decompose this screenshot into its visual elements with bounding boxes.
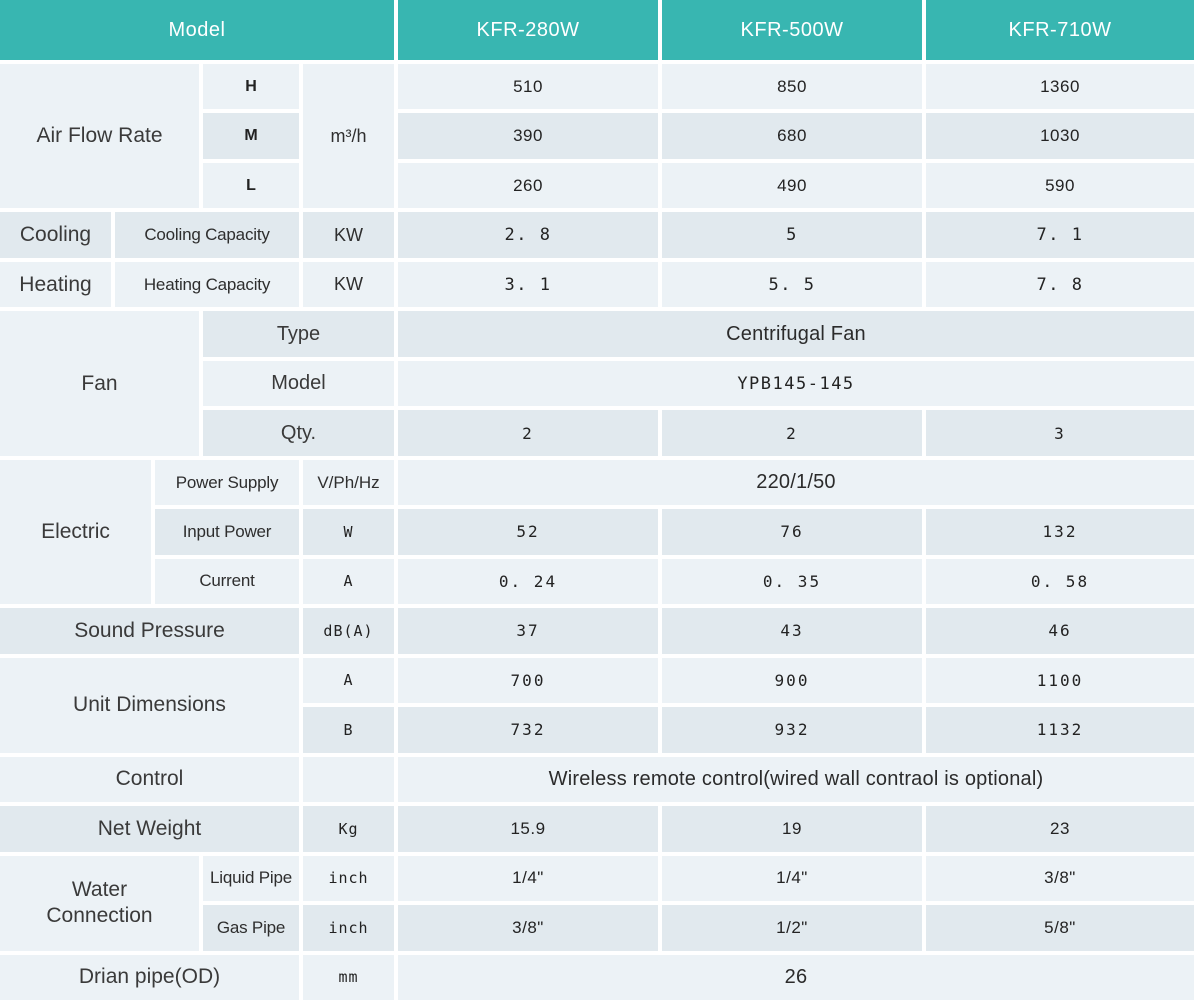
column-header-kfr-280w: KFR-280W [398,0,658,60]
cooling-unit: KW [303,212,394,258]
water-connection-label: Water Connection [0,855,199,951]
air-flow-h-label: H [203,64,299,110]
air-flow-h-value-3: 1360 [926,64,1194,110]
dimension-a-value-3: 1100 [926,657,1194,704]
power-supply-value: 220/1/50 [398,459,1194,506]
current-value-3: 0. 58 [926,558,1194,605]
fan-type-label: Type [203,311,394,357]
fan-label: Fan [0,311,199,456]
sound-pressure-unit: dB(A) [303,608,394,654]
gas-pipe-value-1: 3/8" [398,905,658,951]
net-weight-value-1: 15.9 [398,806,658,852]
gas-pipe-value-2: 1/2" [662,905,922,951]
input-power-label: Input Power [155,509,299,555]
fan-qty-value-2: 2 [662,410,922,456]
current-value-2: 0. 35 [662,558,922,605]
air-flow-rate-label: Air Flow Rate [0,64,199,209]
input-power-value-3: 132 [926,509,1194,555]
drain-pipe-unit: mm [303,954,394,1000]
sound-pressure-value-1: 37 [398,608,658,654]
liquid-pipe-value-2: 1/4" [662,855,922,902]
air-flow-l-value-1: 260 [398,162,658,209]
sound-pressure-value-2: 43 [662,608,922,654]
power-supply-unit: V/Ph/Hz [303,459,394,506]
heating-value-2: 5. 5 [662,261,922,308]
input-power-value-2: 76 [662,509,922,555]
air-flow-l-value-2: 490 [662,162,922,209]
fan-qty-label: Qty. [203,410,394,456]
sound-pressure-value-3: 46 [926,608,1194,654]
air-flow-m-value-3: 1030 [926,113,1194,159]
heating-value-1: 3. 1 [398,261,658,308]
heating-label: Heating [0,261,111,308]
dimension-a-value-2: 900 [662,657,922,704]
gas-pipe-value-3: 5/8" [926,905,1194,951]
liquid-pipe-value-1: 1/4" [398,855,658,902]
air-flow-unit: m³/h [303,64,394,209]
fan-qty-value-3: 3 [926,410,1194,456]
current-label: Current [155,558,299,605]
air-flow-m-value-1: 390 [398,113,658,159]
dimension-b-value-3: 1132 [926,707,1194,753]
fan-model-label: Model [203,360,394,407]
air-flow-h-value-2: 850 [662,64,922,110]
column-header-kfr-500w: KFR-500W [662,0,922,60]
unit-dimensions-label: Unit Dimensions [0,657,299,753]
dimension-b-value-1: 732 [398,707,658,753]
liquid-pipe-unit: inch [303,855,394,902]
current-value-1: 0. 24 [398,558,658,605]
gas-pipe-unit: inch [303,905,394,951]
liquid-pipe-value-3: 3/8" [926,855,1194,902]
air-flow-m-value-2: 680 [662,113,922,159]
current-unit: A [303,558,394,605]
cooling-value-1: 2. 8 [398,212,658,258]
heating-capacity-label: Heating Capacity [115,261,299,308]
net-weight-label: Net Weight [0,806,299,852]
electric-label: Electric [0,459,151,605]
heating-value-3: 7. 8 [926,261,1194,308]
control-label: Control [0,756,299,803]
air-flow-l-label: L [203,162,299,209]
air-flow-m-label: M [203,113,299,159]
dimension-a-value-1: 700 [398,657,658,704]
air-flow-l-value-3: 590 [926,162,1194,209]
net-weight-value-3: 23 [926,806,1194,852]
model-header: Model [0,0,394,60]
cooling-capacity-label: Cooling Capacity [115,212,299,258]
fan-type-value: Centrifugal Fan [398,311,1194,357]
drain-pipe-label: Drian pipe(OD) [0,954,299,1000]
heating-unit: KW [303,261,394,308]
drain-pipe-value: 26 [398,954,1194,1000]
fan-qty-value-1: 2 [398,410,658,456]
fan-model-value: YPB145-145 [398,360,1194,407]
cooling-label: Cooling [0,212,111,258]
liquid-pipe-label: Liquid Pipe [203,855,299,902]
input-power-unit: W [303,509,394,555]
dimension-a-label: A [303,657,394,704]
net-weight-value-2: 19 [662,806,922,852]
gas-pipe-label: Gas Pipe [203,905,299,951]
control-value: Wireless remote control(wired wall contr… [398,756,1194,803]
input-power-value-1: 52 [398,509,658,555]
cooling-value-2: 5 [662,212,922,258]
control-unit-empty [303,756,394,803]
dimension-b-value-2: 932 [662,707,922,753]
power-supply-label: Power Supply [155,459,299,506]
air-flow-h-value-1: 510 [398,64,658,110]
cooling-value-3: 7. 1 [926,212,1194,258]
dimension-b-label: B [303,707,394,753]
column-header-kfr-710w: KFR-710W [926,0,1194,60]
sound-pressure-label: Sound Pressure [0,608,299,654]
net-weight-unit: Kg [303,806,394,852]
